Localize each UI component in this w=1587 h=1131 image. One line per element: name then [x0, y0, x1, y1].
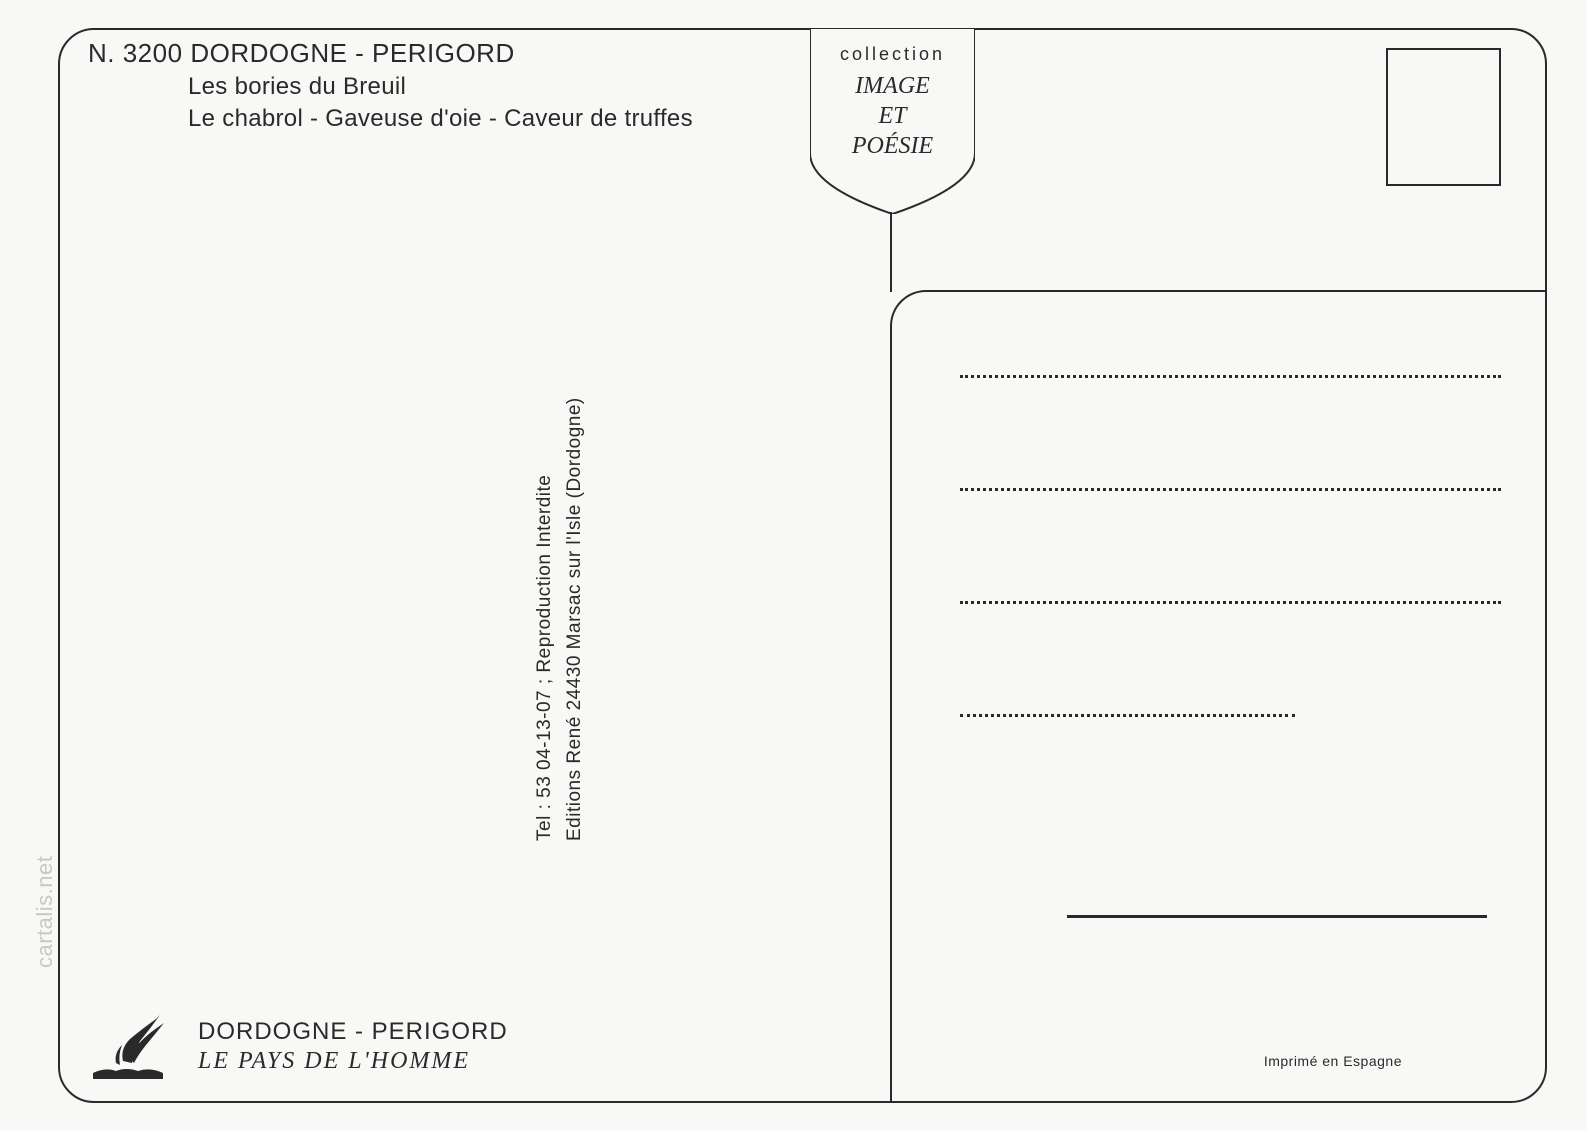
address-line-4 — [960, 714, 1295, 717]
print-note: Imprimé en Espagne — [1264, 1053, 1402, 1069]
shield-title: IMAGE ET POÉSIE — [810, 71, 975, 161]
collection-shield: collection IMAGE ET POÉSIE — [810, 28, 975, 214]
bird-logo-icon — [88, 1011, 168, 1081]
publisher-line1: Editions René 24430 Marsac sur l'Isle (D… — [564, 397, 586, 841]
shield-collection-label: collection — [810, 44, 975, 65]
reference-line: N. 3200 DORDOGNE - PERIGORD — [88, 38, 788, 69]
shield-text-block: collection IMAGE ET POÉSIE — [810, 44, 975, 161]
description: Le chabrol - Gaveuse d'oie - Caveur de t… — [188, 105, 788, 133]
footer-text-block: DORDOGNE - PERIGORD LE PAYS DE L'HOMME — [198, 1018, 508, 1075]
shield-line3: POÉSIE — [810, 131, 975, 161]
footer-block: DORDOGNE - PERIGORD LE PAYS DE L'HOMME — [88, 1011, 508, 1081]
address-line-2 — [960, 488, 1501, 491]
address-line-1 — [960, 375, 1501, 378]
footer-tagline: LE PAYS DE L'HOMME — [198, 1048, 508, 1075]
header-block: N. 3200 DORDOGNE - PERIGORD Les bories d… — [88, 38, 788, 133]
publisher-line2: Tel : 53 04-13-07 ; Reproduction Interdi… — [534, 475, 556, 841]
subtitle: Les bories du Breuil — [188, 73, 788, 101]
ref-number: N. 3200 — [88, 38, 183, 68]
region-name: DORDOGNE - PERIGORD — [190, 38, 514, 68]
address-lines-block — [960, 375, 1501, 827]
address-line-3 — [960, 601, 1501, 604]
postal-code-line — [1067, 915, 1487, 918]
vertical-divider — [890, 212, 892, 292]
shield-line1: IMAGE — [810, 71, 975, 101]
shield-line2: ET — [810, 101, 975, 131]
watermark: cartalis.net — [32, 856, 58, 968]
footer-region: DORDOGNE - PERIGORD — [198, 1018, 508, 1046]
stamp-placeholder — [1386, 48, 1501, 186]
